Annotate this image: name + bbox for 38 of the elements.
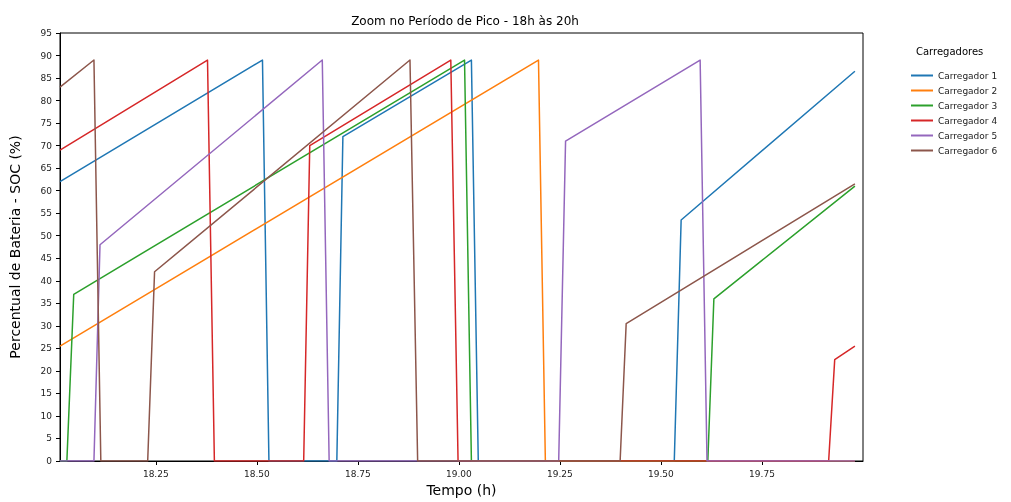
y-tick-label: 25	[40, 343, 52, 354]
x-tick-label: 18.50	[243, 468, 270, 479]
legend-label: Carregador 5	[938, 130, 998, 141]
x-tick-label: 19.50	[648, 468, 675, 479]
legend-title: Carregadores	[916, 45, 984, 57]
x-axis-title: Tempo (h)	[425, 482, 497, 498]
y-tick-label: 5	[46, 433, 52, 444]
y-tick-label: 60	[40, 185, 53, 196]
y-tick-label: 40	[40, 275, 53, 286]
legend-label: Carregador 3	[938, 100, 998, 111]
y-tick-label: 95	[40, 28, 52, 38]
x-tick-label: 19.75	[749, 468, 775, 479]
legend-label: Carregador 4	[938, 115, 998, 126]
x-tick-label: 19.00	[445, 468, 473, 479]
y-tick-label: 90	[40, 50, 53, 61]
y-tick-label: 80	[40, 95, 53, 106]
x-tick-label: 19.25	[547, 468, 573, 479]
y-tick-label: 70	[40, 140, 53, 151]
y-tick-label: 30	[40, 320, 53, 331]
y-tick-label: 20	[40, 365, 53, 376]
y-tick-label: 0	[46, 456, 53, 466]
x-tick-label: 18.75	[344, 468, 371, 479]
legend-label: Carregador 2	[938, 85, 998, 96]
y-tick-label: 55	[40, 208, 52, 219]
y-tick-label: 45	[40, 253, 52, 264]
legend-label: Carregador 1	[938, 70, 998, 81]
y-tick-label: 35	[40, 298, 52, 309]
y-tick-label: 50	[40, 230, 53, 241]
y-tick-label: 10	[40, 410, 53, 421]
y-tick-label: 85	[40, 73, 52, 84]
line-series	[59, 59, 856, 462]
x-tick-label: 18.25	[142, 468, 169, 479]
legend-label: Carregador 6	[938, 145, 998, 156]
y-axis-title: Percentual de Bateria - SOC (%)	[7, 135, 23, 359]
y-tick-label: 65	[40, 163, 52, 174]
y-tick-label: 75	[40, 118, 52, 129]
y-tick-label: 15	[40, 388, 52, 399]
chart-title: Zoom no Período de Pico - 18h às 20h	[351, 14, 579, 28]
